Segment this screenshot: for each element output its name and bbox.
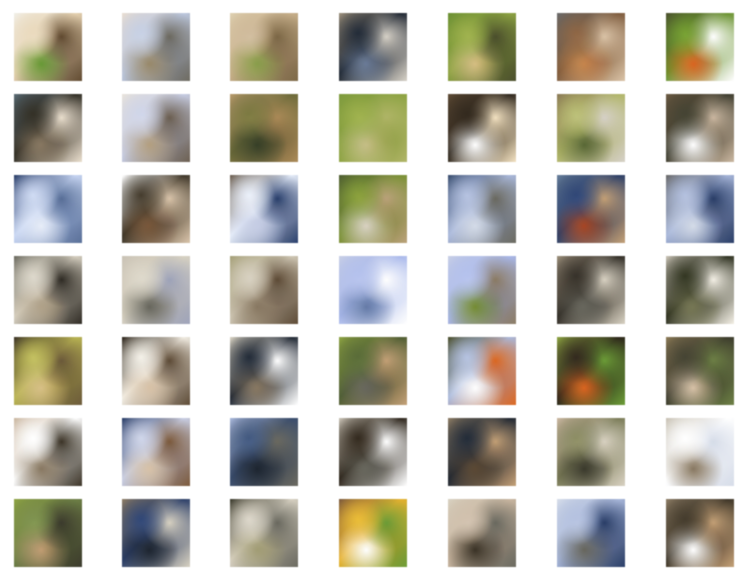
generated-image-tile [448, 94, 516, 162]
generated-image-tile [557, 256, 625, 324]
generated-image-tile [14, 175, 82, 243]
generated-image-tile [339, 337, 407, 405]
generated-image-tile [448, 418, 516, 486]
generated-image-tile [230, 175, 298, 243]
generated-image-tile [122, 175, 190, 243]
generated-image-tile [122, 337, 190, 405]
generated-image-tile [557, 94, 625, 162]
generated-image-tile [448, 499, 516, 567]
generated-image-tile [448, 13, 516, 81]
generated-image-tile [14, 13, 82, 81]
generated-image-tile [339, 13, 407, 81]
generated-image-tile [14, 94, 82, 162]
generated-image-tile [230, 499, 298, 567]
generated-image-tile [230, 94, 298, 162]
generated-image-tile [448, 175, 516, 243]
generated-image-tile [666, 418, 734, 486]
generated-image-tile [557, 13, 625, 81]
generated-image-tile [122, 94, 190, 162]
generated-image-tile [122, 418, 190, 486]
generated-image-tile [122, 256, 190, 324]
generated-image-tile [557, 499, 625, 567]
generated-image-tile [339, 175, 407, 243]
generated-image-tile [14, 337, 82, 405]
generated-image-tile [339, 94, 407, 162]
generated-image-tile [448, 256, 516, 324]
generated-image-tile [14, 499, 82, 567]
generated-image-tile [666, 94, 734, 162]
generated-image-tile [557, 418, 625, 486]
generated-image-tile [230, 418, 298, 486]
generated-image-tile [557, 337, 625, 405]
generated-image-tile [230, 337, 298, 405]
generated-image-tile [230, 256, 298, 324]
generated-image-tile [448, 337, 516, 405]
generated-image-tile [339, 499, 407, 567]
generated-image-tile [122, 499, 190, 567]
generated-image-tile [666, 175, 734, 243]
generated-image-tile [122, 13, 190, 81]
generated-image-tile [14, 418, 82, 486]
generated-image-tile [666, 256, 734, 324]
generated-image-tile [339, 418, 407, 486]
generated-image-tile [339, 256, 407, 324]
generated-image-tile [666, 499, 734, 567]
generated-image-tile [557, 175, 625, 243]
generated-image-tile [666, 337, 734, 405]
generated-image-tile [230, 13, 298, 81]
generated-image-tile [14, 256, 82, 324]
generated-image-tile [666, 13, 734, 81]
